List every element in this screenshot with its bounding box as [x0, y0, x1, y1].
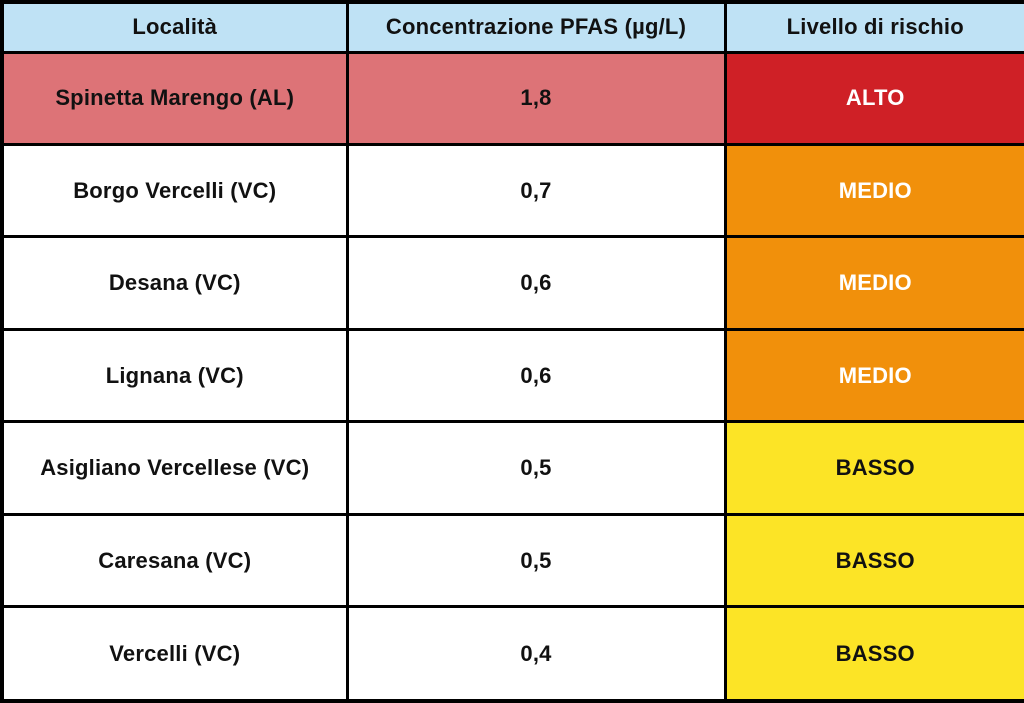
risk-cell: MEDIO — [723, 142, 1024, 239]
risk-cell: BASSO — [723, 605, 1024, 703]
location-cell: Spinetta Marengo (AL) — [0, 50, 349, 146]
location-cell: Desana (VC) — [0, 235, 349, 331]
location-cell: Caresana (VC) — [0, 512, 349, 609]
location-cell: Vercelli (VC) — [0, 605, 349, 703]
risk-cell: MEDIO — [723, 327, 1024, 424]
table-row: Caresana (VC) 0,5 BASSO — [0, 512, 1024, 609]
table-row: Borgo Vercelli (VC) 0,7 MEDIO — [0, 142, 1024, 239]
table-row: Asigliano Vercellese (VC) 0,5 BASSO — [0, 420, 1024, 516]
header-cell-concentrazione: Concentrazione PFAS (µg/L) — [345, 0, 727, 54]
risk-cell: MEDIO — [723, 235, 1024, 331]
table-row: Vercelli (VC) 0,4 BASSO — [0, 605, 1024, 703]
risk-cell: BASSO — [723, 512, 1024, 609]
header-cell-localita: Località — [0, 0, 349, 54]
table-header-row: Località Concentrazione PFAS (µg/L) Live… — [0, 0, 1024, 54]
table-row: Spinetta Marengo (AL) 1,8 ALTO — [0, 50, 1024, 146]
value-cell: 0,4 — [345, 605, 727, 703]
value-cell: 1,8 — [345, 50, 727, 146]
value-cell: 0,7 — [345, 142, 727, 239]
value-cell: 0,5 — [345, 420, 727, 516]
risk-cell: BASSO — [723, 420, 1024, 516]
location-cell: Lignana (VC) — [0, 327, 349, 424]
risk-cell: ALTO — [723, 50, 1024, 146]
value-cell: 0,6 — [345, 327, 727, 424]
table-row: Desana (VC) 0,6 MEDIO — [0, 235, 1024, 331]
value-cell: 0,5 — [345, 512, 727, 609]
location-cell: Borgo Vercelli (VC) — [0, 142, 349, 239]
table-row: Lignana (VC) 0,6 MEDIO — [0, 327, 1024, 424]
location-cell: Asigliano Vercellese (VC) — [0, 420, 349, 516]
header-cell-rischio: Livello di rischio — [723, 0, 1024, 54]
value-cell: 0,6 — [345, 235, 727, 331]
